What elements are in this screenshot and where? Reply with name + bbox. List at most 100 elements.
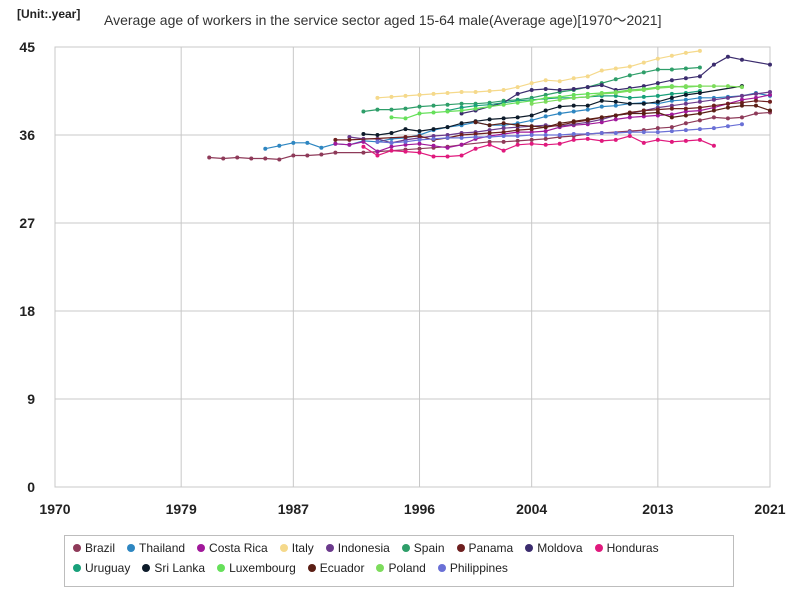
data-point [361, 139, 366, 144]
legend-swatch [594, 544, 603, 552]
data-point [669, 98, 674, 103]
data-point [768, 92, 772, 97]
legend-label: Costa Rica [209, 541, 268, 555]
data-point [697, 118, 702, 123]
data-point [305, 153, 310, 158]
data-point [683, 106, 688, 111]
data-point [347, 142, 352, 147]
data-point [543, 142, 548, 147]
data-point [697, 99, 702, 104]
series-honduras [361, 133, 716, 159]
data-point [599, 115, 604, 120]
data-point [613, 93, 618, 98]
legend-item: Brazil [73, 541, 115, 555]
data-point [697, 90, 702, 95]
data-point [403, 116, 408, 121]
data-point [487, 128, 492, 133]
legend-item: Honduras [594, 541, 659, 555]
data-point [613, 113, 618, 118]
data-point [403, 142, 408, 147]
legend-item: Panama [456, 541, 513, 555]
legend-swatch [279, 544, 288, 552]
data-point [641, 84, 646, 89]
data-point [361, 109, 366, 114]
data-point [515, 100, 520, 105]
legend-swatch [142, 564, 151, 572]
data-point [697, 127, 702, 132]
data-point [571, 92, 576, 97]
data-point [655, 67, 660, 72]
data-point [375, 149, 380, 154]
data-point [627, 89, 632, 93]
data-point [459, 153, 464, 158]
data-point [669, 85, 674, 90]
data-point [389, 148, 394, 153]
data-point [501, 130, 506, 135]
line-chart: 0 9 18 27 36 45 1970 1979 1987 1996 2004 2013 2021 [19, 39, 785, 517]
data-point [263, 156, 268, 161]
data-point [683, 84, 688, 89]
data-point [487, 142, 492, 147]
series-line [475, 105, 771, 128]
series-line [531, 85, 743, 105]
data-point [459, 121, 464, 126]
data-point [459, 101, 464, 106]
data-point [697, 74, 702, 79]
legend-swatch [525, 544, 534, 552]
data-point [473, 146, 478, 151]
x-tick-label: 1970 [39, 501, 70, 517]
data-point [627, 73, 632, 78]
y-tick-label: 18 [19, 303, 35, 319]
legend: Brazil Thailand Costa Rica Italy Indonesia Sp… [64, 535, 734, 587]
data-point [669, 95, 674, 100]
data-point [445, 125, 450, 130]
data-point [361, 144, 366, 149]
legend-swatch [127, 544, 136, 552]
data-point [641, 130, 646, 135]
data-point [613, 103, 618, 108]
data-point [445, 133, 450, 137]
data-point [459, 105, 464, 110]
data-point [711, 143, 716, 148]
data-point [599, 83, 604, 88]
data-point [333, 150, 338, 155]
legend-label: Philippines [449, 561, 508, 575]
data-point [697, 95, 702, 100]
legend-item: Spain [401, 541, 445, 555]
legend-label: Uruguay [85, 561, 131, 575]
data-point [571, 95, 576, 100]
data-point [711, 126, 716, 131]
legend-item: Moldova [525, 541, 583, 555]
data-point [753, 91, 758, 96]
data-point [627, 115, 632, 120]
y-tick-label: 9 [27, 391, 35, 407]
data-point [389, 94, 394, 99]
data-point [417, 146, 422, 151]
data-point [557, 94, 562, 99]
data-point [655, 110, 660, 115]
grid-lines [54, 46, 771, 488]
data-point [669, 91, 674, 96]
data-point [529, 127, 534, 132]
data-point [403, 149, 408, 154]
data-point [571, 76, 576, 81]
y-tick-label: 0 [27, 479, 35, 495]
series-costa-rica [333, 92, 772, 154]
data-point [669, 139, 674, 144]
data-point [445, 145, 450, 150]
series-sri-lanka [361, 84, 744, 137]
data-point [431, 91, 436, 96]
series-poland [529, 84, 744, 106]
data-point [571, 109, 576, 114]
data-point [501, 88, 506, 93]
data-point [473, 103, 478, 108]
data-point [683, 97, 688, 102]
legend-swatch [456, 544, 465, 552]
data-point [291, 153, 296, 158]
data-point [375, 139, 380, 144]
data-point [431, 136, 436, 141]
data-point [543, 78, 548, 83]
data-point [487, 131, 492, 136]
x-tick-label: 2013 [642, 501, 673, 517]
x-tick-label: 1987 [278, 501, 309, 517]
